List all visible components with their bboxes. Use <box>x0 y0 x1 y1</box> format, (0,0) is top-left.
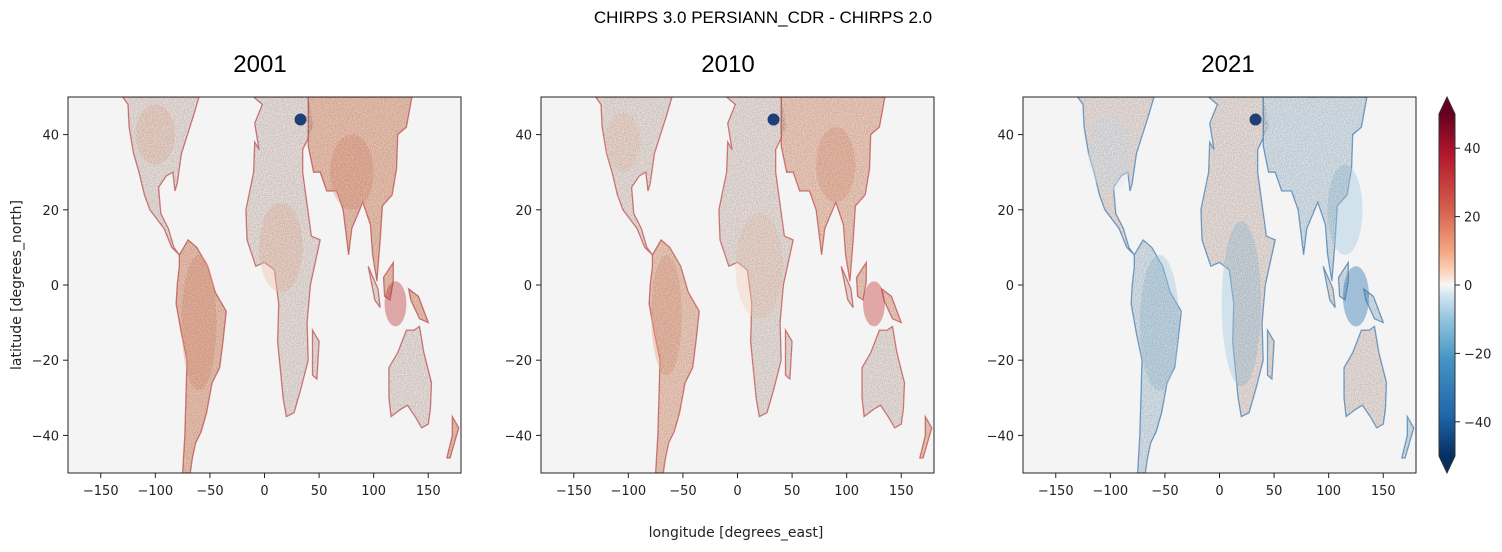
y-axis-label: latitude [degrees_north] <box>9 200 25 370</box>
noise-texture <box>368 266 381 308</box>
noise-texture <box>1344 326 1387 428</box>
noise-texture <box>1263 97 1367 282</box>
panel-title: 2010 <box>701 51 754 78</box>
x-tick-label: −150 <box>83 484 119 499</box>
y-tick-label: −20 <box>32 354 59 369</box>
anomaly-patch <box>863 281 885 327</box>
y-tick-label: 0 <box>524 279 532 294</box>
noise-texture <box>1200 97 1276 417</box>
y-tick-label: 20 <box>515 204 532 219</box>
x-tick-label: 50 <box>311 484 328 499</box>
noise-texture <box>383 262 394 300</box>
colorbar: 40 20 0 −20 −40 <box>1438 95 1491 475</box>
colorbar-tick-label: 20 <box>1464 211 1481 226</box>
y-tick-label: 0 <box>1006 279 1014 294</box>
noise-texture <box>446 416 459 458</box>
noise-texture <box>856 262 867 300</box>
noise-texture <box>841 266 854 308</box>
anomaly-patch <box>1342 266 1370 327</box>
y-tick-label: 0 <box>51 279 59 294</box>
y-tick-label: −40 <box>32 429 59 444</box>
colorbar-tick-label: 40 <box>1464 142 1481 157</box>
y-tick-label: 40 <box>515 129 532 144</box>
x-tick-label: −150 <box>556 484 592 499</box>
colorbar-gradient <box>1439 114 1455 456</box>
y-tick-label: 40 <box>42 129 59 144</box>
colorbar-extend-bottom <box>1439 456 1455 473</box>
noise-texture <box>1338 262 1349 300</box>
y-tick-label: 20 <box>42 204 59 219</box>
noise-texture <box>649 239 700 473</box>
x-tick-label: −100 <box>610 484 646 499</box>
x-tick-label: −100 <box>137 484 173 499</box>
y-tick-label: 20 <box>997 204 1014 219</box>
land-layer <box>1076 97 1415 473</box>
y-tick-label: −20 <box>987 354 1014 369</box>
colorbar-tick-label: 0 <box>1464 279 1472 294</box>
x-tick-label: 150 <box>1371 484 1396 499</box>
x-tick-label: −50 <box>669 484 696 499</box>
noise-texture <box>122 97 199 255</box>
x-tick-label: 0 <box>733 484 741 499</box>
figure-suptitle: CHIRPS 3.0 PERSIANN_CDR - CHIRPS 2.0 <box>594 8 932 27</box>
x-tick-label: 50 <box>1266 484 1283 499</box>
panel-title: 2021 <box>1201 51 1254 78</box>
land-layer <box>121 97 460 473</box>
x-tick-label: 50 <box>784 484 801 499</box>
colorbar-tick-label: −40 <box>1464 416 1491 431</box>
map-panel-2010: 2010 −150 −100 −50 0 50 100 150 40 20 0 −20 −40 <box>505 51 935 499</box>
y-tick-label: −40 <box>987 429 1014 444</box>
panel-title: 2001 <box>233 51 286 78</box>
land-layer <box>594 97 933 473</box>
x-tick-label: 0 <box>260 484 268 499</box>
colorbar-tick-label: −20 <box>1464 347 1491 362</box>
anomaly-hotspot <box>1249 113 1262 126</box>
y-tick-label: 40 <box>997 129 1014 144</box>
x-tick-label: 100 <box>1316 484 1341 499</box>
x-tick-label: −50 <box>196 484 223 499</box>
noise-texture <box>1363 288 1384 323</box>
noise-texture <box>919 416 932 458</box>
noise-texture <box>245 97 321 417</box>
x-tick-label: −150 <box>1038 484 1074 499</box>
x-tick-label: 150 <box>416 484 441 499</box>
x-tick-label: 100 <box>361 484 386 499</box>
map-panel-2021: 2021 −150 −100 −50 0 50 100 150 40 20 0 −20 −40 <box>987 51 1417 499</box>
noise-texture <box>408 288 429 323</box>
colorbar-extend-top <box>1439 97 1455 114</box>
anomaly-hotspot <box>294 113 307 126</box>
x-tick-label: 0 <box>1215 484 1223 499</box>
noise-texture <box>862 326 905 428</box>
noise-texture <box>881 288 902 323</box>
noise-texture <box>595 97 672 255</box>
x-tick-label: −100 <box>1092 484 1128 499</box>
noise-texture <box>176 239 227 473</box>
noise-texture <box>1401 416 1414 458</box>
noise-texture <box>312 330 320 379</box>
x-axis-label: longitude [degrees_east] <box>649 525 824 541</box>
noise-texture <box>718 97 794 417</box>
noise-texture <box>785 330 793 379</box>
y-tick-label: −20 <box>505 354 532 369</box>
x-tick-label: 100 <box>834 484 859 499</box>
noise-texture <box>308 97 412 282</box>
x-tick-label: −50 <box>1151 484 1178 499</box>
noise-texture <box>1077 97 1154 255</box>
y-tick-label: −40 <box>505 429 532 444</box>
noise-texture <box>1131 239 1182 473</box>
noise-texture <box>781 97 885 282</box>
x-tick-label: 150 <box>889 484 914 499</box>
noise-texture <box>388 326 432 428</box>
noise-texture <box>1323 266 1336 308</box>
map-panel-2001: 2001 −150 −100 −50 0 50 100 150 40 20 0 −20 −40 <box>32 51 462 499</box>
noise-texture <box>1267 330 1275 379</box>
anomaly-hotspot <box>767 113 780 126</box>
